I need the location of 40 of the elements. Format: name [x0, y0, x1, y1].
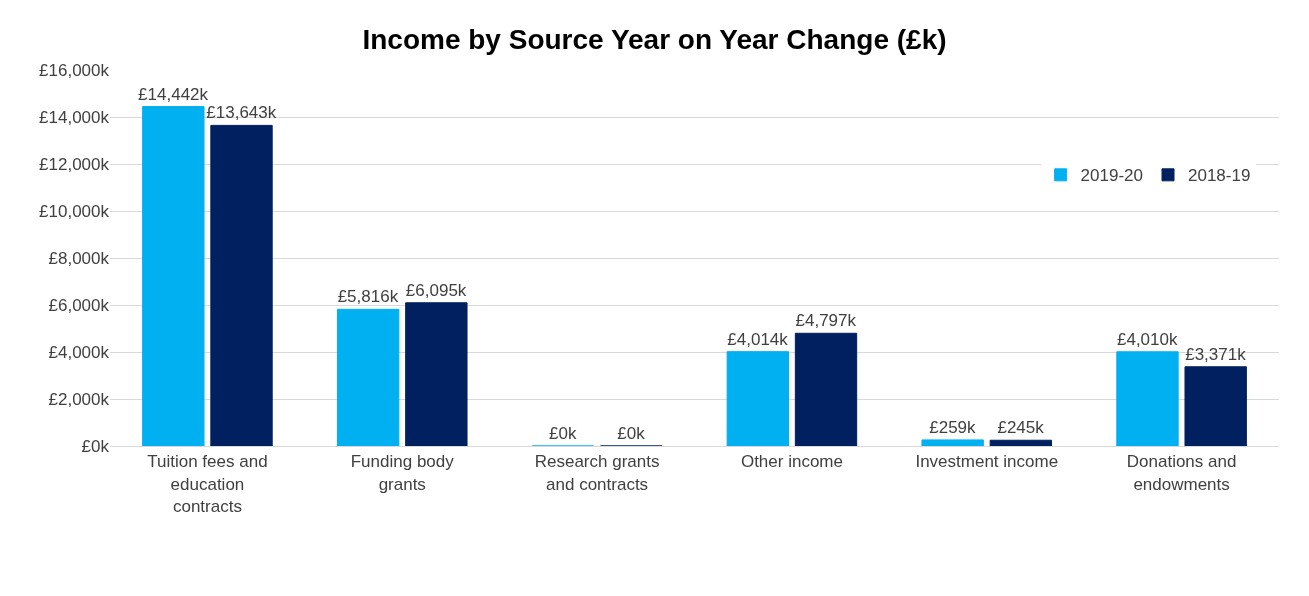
data-label: £0k: [617, 424, 646, 443]
data-label: £0k: [549, 424, 577, 443]
data-label: £6,095k: [405, 280, 467, 300]
chart-title: Income by Source Year on Year Change (£k): [362, 24, 947, 56]
y-tick-label: £14,000k: [39, 107, 110, 127]
bar: [794, 332, 858, 446]
data-label: £3,371k: [1185, 344, 1247, 364]
bar: [1116, 351, 1179, 446]
x-tick-label: Research grants and contracts: [534, 452, 660, 494]
x-tick-label: Donations and endowments: [1126, 452, 1237, 494]
y-tick-label: £0k: [81, 436, 110, 456]
y-tick-label: £8,000k: [48, 248, 110, 268]
legend-label: 2018-19: [1188, 166, 1251, 186]
data-label: £14,442k: [138, 84, 209, 104]
bar: [1184, 366, 1247, 446]
y-tick-label: £6,000k: [48, 295, 110, 315]
bar: [210, 124, 273, 446]
bar: [142, 106, 205, 446]
data-label: £5,816k: [337, 287, 399, 307]
x-tick-label: Tuition fees and education contracts: [147, 452, 268, 516]
x-tick-label: Funding body grants: [350, 452, 455, 494]
y-tick-label: £2,000k: [48, 389, 110, 409]
data-label: £4,014k: [727, 329, 789, 349]
bar: [336, 308, 400, 446]
y-tick-label: £12,000k: [39, 154, 110, 174]
y-tick-label: £16,000k: [39, 60, 110, 80]
bar: [405, 302, 468, 446]
data-label: £245k: [997, 418, 1045, 438]
x-tick-label: Other income: [740, 452, 843, 472]
bar: [921, 439, 984, 446]
data-label: £4,797k: [795, 311, 857, 331]
y-tick-label: £10,000k: [39, 201, 110, 221]
bar: [989, 439, 1053, 446]
legend-label: 2019-20: [1080, 166, 1144, 186]
bar: [726, 351, 790, 446]
y-tick-label: £4,000k: [48, 342, 110, 362]
data-label: £259k: [929, 417, 977, 437]
x-tick-label: Investment income: [915, 452, 1059, 472]
data-label: £4,010k: [1116, 329, 1178, 349]
data-label: £13,643k: [206, 103, 277, 123]
